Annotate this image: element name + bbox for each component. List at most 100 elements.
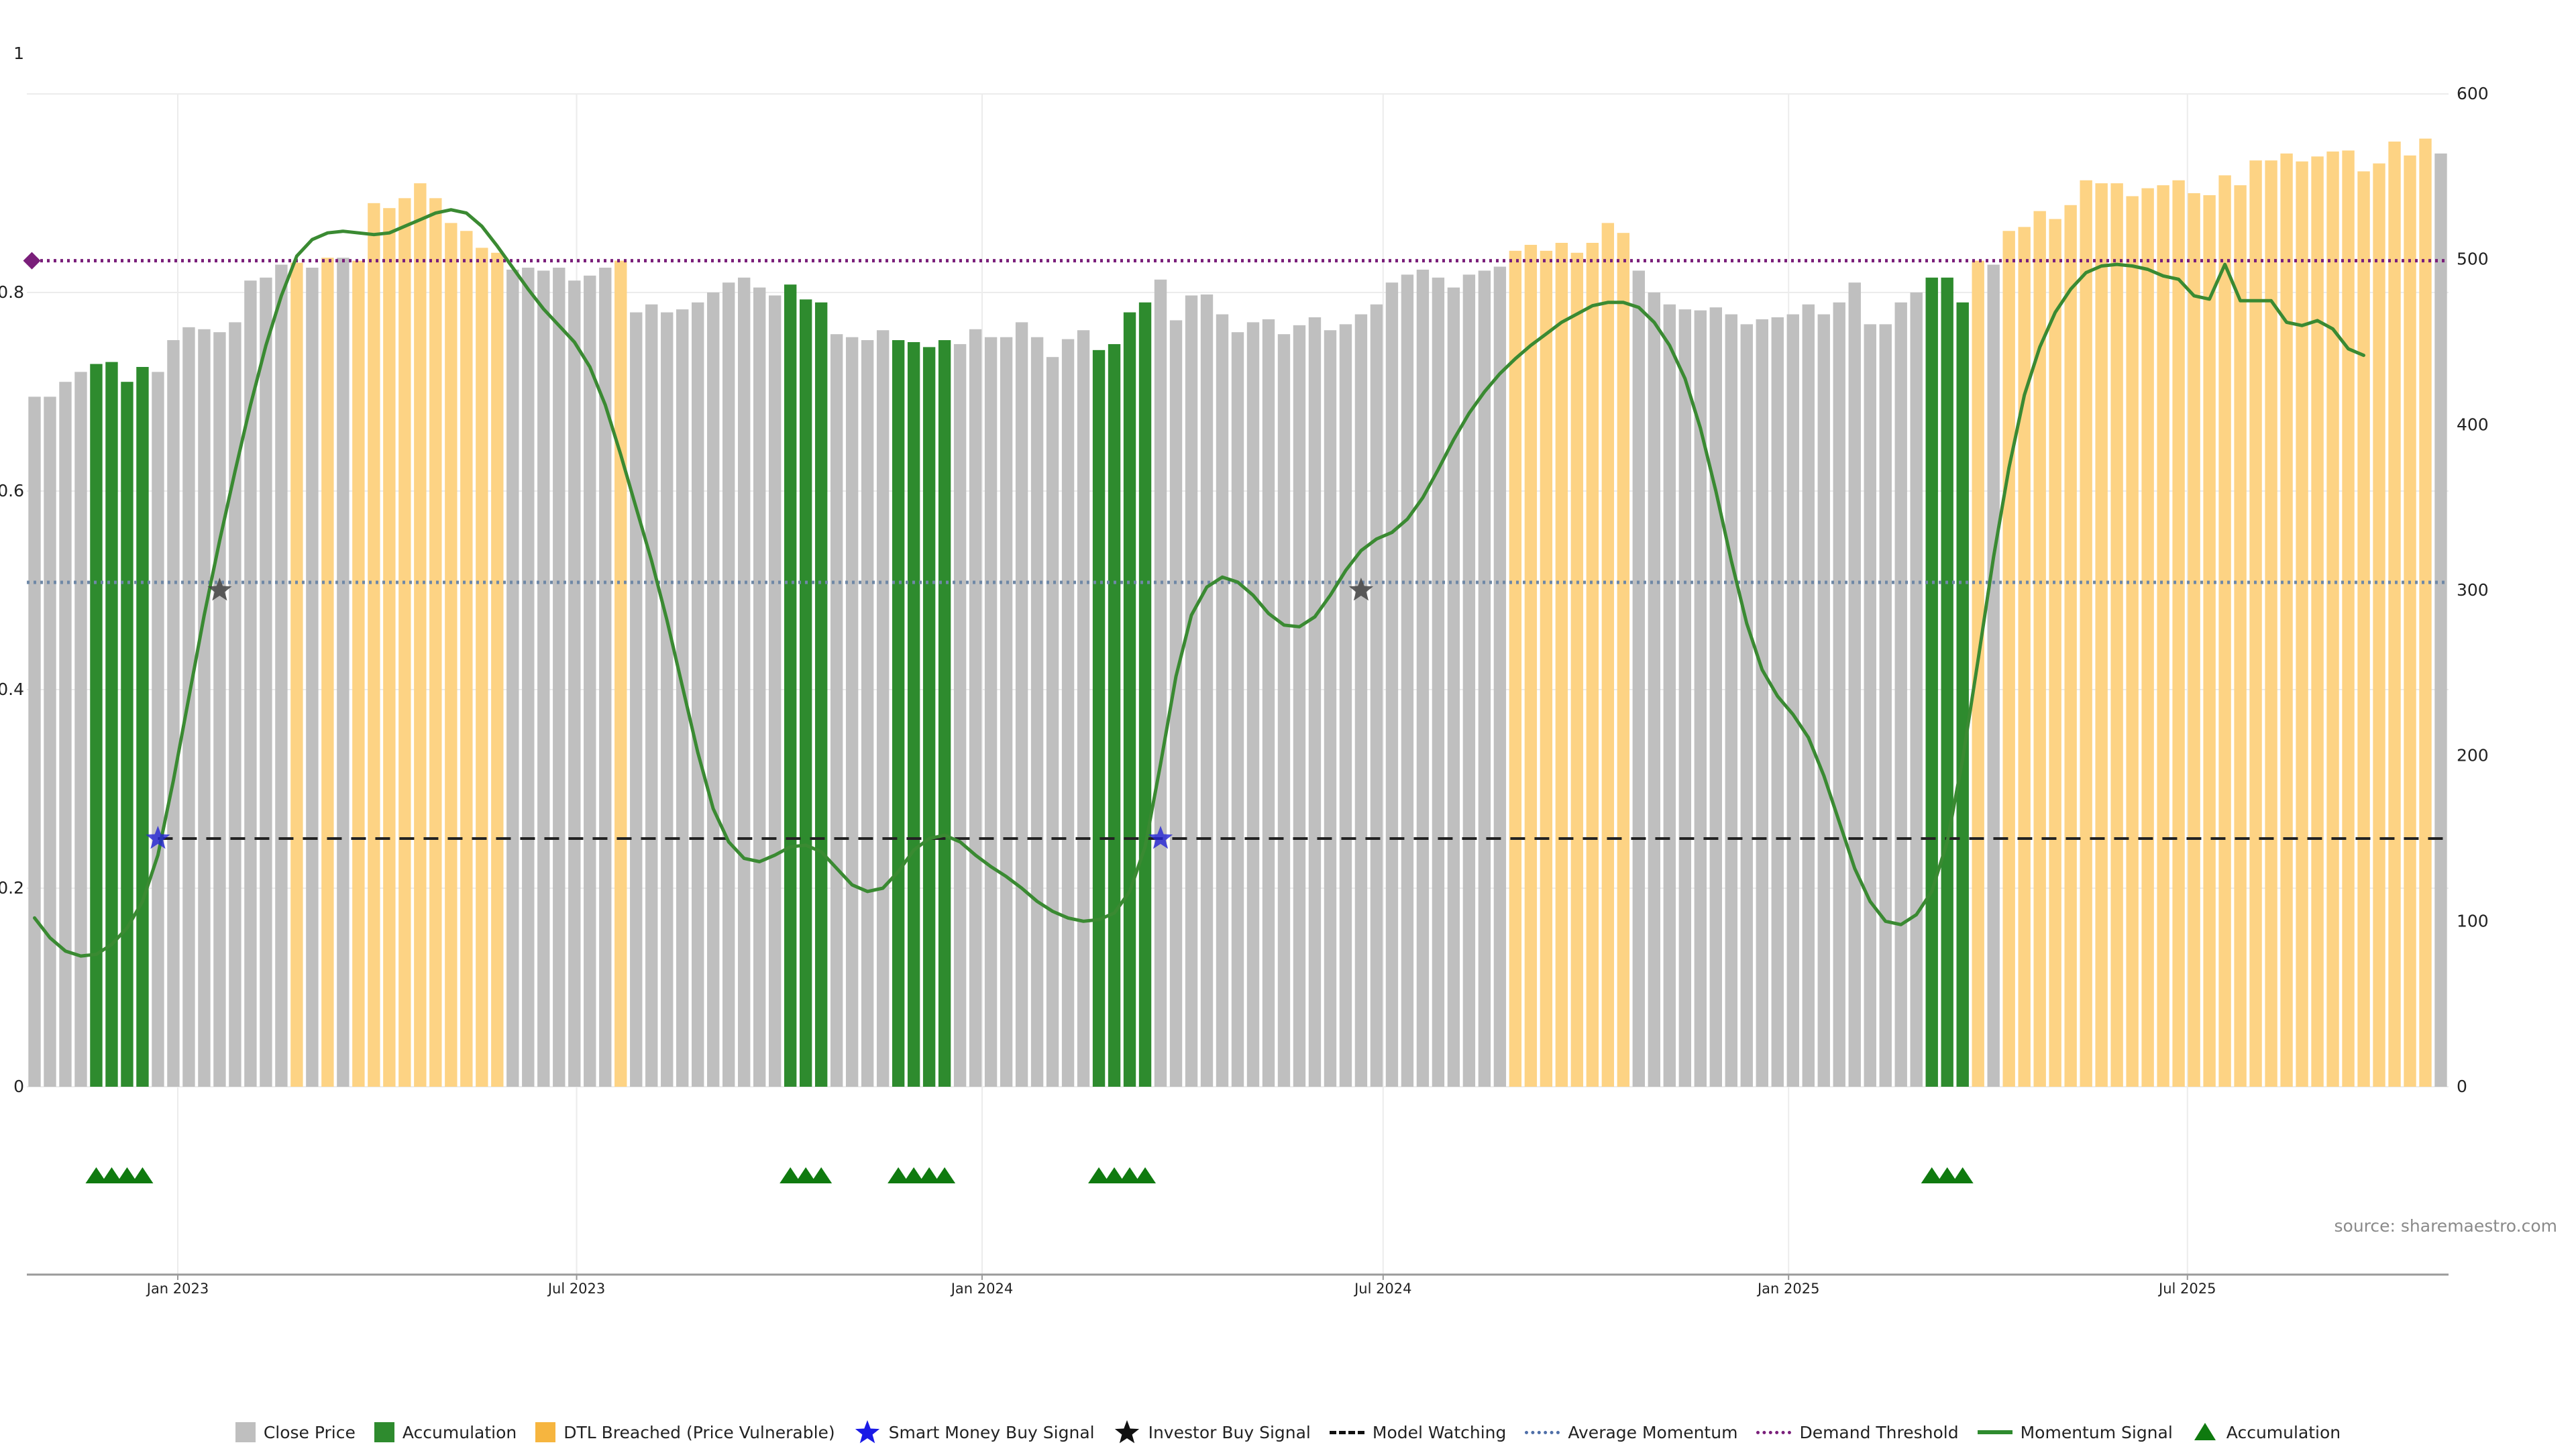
dtl-breached-bar	[476, 248, 488, 1087]
legend-label: Investor Buy Signal	[1148, 1422, 1311, 1442]
close-price-bar	[182, 327, 195, 1087]
close-price-bar	[969, 329, 982, 1087]
dtl-breached-bar	[1524, 244, 1538, 1087]
left-axis-tick-label: 1	[13, 44, 24, 63]
dtl-breached-bar	[2141, 188, 2154, 1087]
close-price-bar	[1447, 287, 1460, 1087]
accumulation-marker	[888, 1167, 910, 1183]
accumulation-marker	[116, 1167, 138, 1183]
close-price-bar	[260, 277, 272, 1087]
legend-label: Close Price	[263, 1422, 356, 1442]
dtl-breached-bar	[2203, 195, 2216, 1087]
close-price-bar	[1709, 307, 1722, 1087]
dtl-breached-bar	[2419, 138, 2432, 1087]
accumulation-bar	[892, 340, 905, 1087]
legend-triangle-icon	[2194, 1423, 2216, 1440]
x-axis-tick-label: Jan 2023	[146, 1281, 209, 1297]
right-axis-tick-label: 400	[2457, 415, 2489, 434]
close-price-bar	[1354, 314, 1368, 1087]
close-price-bar	[1786, 314, 1799, 1087]
close-price-bar	[861, 340, 874, 1087]
close-price-bar	[198, 329, 211, 1087]
close-price-bar	[661, 312, 674, 1087]
dtl-breached-bar	[2172, 180, 2185, 1087]
accumulation-bar	[1925, 277, 1938, 1087]
close-price-bar	[1061, 339, 1075, 1087]
accumulation-marker	[934, 1167, 956, 1183]
close-price-bar	[568, 280, 581, 1087]
dtl-breached-bar	[2095, 183, 2108, 1087]
legend-line-icon	[1756, 1430, 1792, 1434]
legend-label: Average Momentum	[1568, 1422, 1738, 1442]
dtl-breached-bar	[398, 198, 411, 1087]
chart: 0 0.2 0.4 0.6 0.8 1 0 100 200 300 400 500 600 Jan 202…	[0, 44, 2558, 1297]
close-price-bar	[537, 270, 550, 1087]
dtl-breached-bar	[2249, 160, 2262, 1087]
right-axis-tick-label: 300	[2457, 580, 2489, 600]
close-price-bar	[1262, 319, 1275, 1087]
dtl-breached-bar	[290, 262, 303, 1087]
close-price-bar	[1478, 270, 1491, 1087]
close-price-bar	[522, 268, 535, 1087]
bar-layer	[28, 138, 2447, 1087]
legend-item: Close Price	[235, 1422, 356, 1442]
close-price-bar	[707, 292, 720, 1087]
dtl-breached-bar	[1570, 252, 1584, 1087]
right-axis-tick-label: 0	[2457, 1077, 2467, 1096]
close-price-bar	[1169, 320, 1183, 1087]
close-price-bar	[738, 277, 751, 1087]
close-price-bar	[1802, 304, 1815, 1087]
right-axis-tick-label: 600	[2457, 84, 2489, 103]
close-price-bar	[1185, 295, 1198, 1087]
x-axis-tick-label: Jul 2025	[2157, 1281, 2216, 1297]
legend-item: Investor Buy Signal	[1114, 1419, 1311, 1446]
close-price-bar	[1401, 274, 1414, 1087]
legend-label: Demand Threshold	[1799, 1422, 1959, 1442]
accumulation-marker	[85, 1167, 107, 1183]
legend-item: Accumulation	[2192, 1419, 2341, 1446]
x-axis-tick-label: Jul 2024	[1353, 1281, 1411, 1297]
close-price-bar	[337, 258, 350, 1087]
close-price-bar	[1648, 292, 1661, 1087]
accumulation-marker	[810, 1167, 833, 1183]
legend-item: Average Momentum	[1525, 1423, 1737, 1442]
close-price-bar	[645, 304, 658, 1087]
accumulation-bar	[938, 340, 951, 1087]
close-price-bar	[1678, 309, 1692, 1087]
momentum-signal-line	[33, 208, 2365, 958]
legend-item: Momentum Signal	[1977, 1423, 2173, 1442]
close-price-bar	[876, 330, 890, 1087]
close-price-bar	[1632, 270, 1646, 1087]
right-axis-tick-label: 100	[2457, 911, 2489, 930]
x-axis-tick-label: Jan 2024	[950, 1281, 1014, 1297]
accumulation-bar	[799, 299, 812, 1087]
close-price-bar	[1416, 269, 1430, 1087]
close-price-bar	[152, 372, 164, 1087]
close-price-bar	[2434, 153, 2447, 1087]
legend-star-icon	[855, 1420, 879, 1444]
left-axis-tick-label: 0	[13, 1077, 24, 1096]
dtl-breached-bar	[2326, 151, 2339, 1087]
close-price-bar	[722, 282, 735, 1087]
legend-label: Accumulation	[2226, 1422, 2341, 1442]
dtl-breached-bar	[429, 198, 442, 1087]
demand-threshold-diamond	[23, 252, 41, 270]
close-price-bar	[275, 264, 288, 1087]
legend-item: Demand Threshold	[1756, 1422, 1959, 1442]
accumulation-bar	[814, 302, 828, 1087]
legend-item: Model Watching	[1329, 1423, 1506, 1442]
dtl-breached-bar	[2018, 227, 2031, 1087]
dtl-breached-bar	[445, 223, 458, 1087]
accumulation-marker	[918, 1167, 941, 1183]
close-price-bar	[599, 268, 612, 1087]
source-text: source: sharemaestro.com	[2334, 1216, 2558, 1236]
axis-ticks: 0 0.2 0.4 0.6 0.8 1 0 100 200 300 400 500 600 Jan 202…	[0, 44, 2489, 1297]
close-price-bar	[1663, 304, 1676, 1087]
accumulation-marker	[1104, 1167, 1126, 1183]
close-price-bar	[306, 268, 319, 1087]
signal-markers	[23, 252, 1974, 1183]
legend-label: Accumulation	[402, 1422, 517, 1442]
dtl-breached-bar	[1540, 250, 1553, 1087]
dtl-breached-bar	[2357, 171, 2370, 1087]
close-price-bar	[692, 302, 704, 1087]
